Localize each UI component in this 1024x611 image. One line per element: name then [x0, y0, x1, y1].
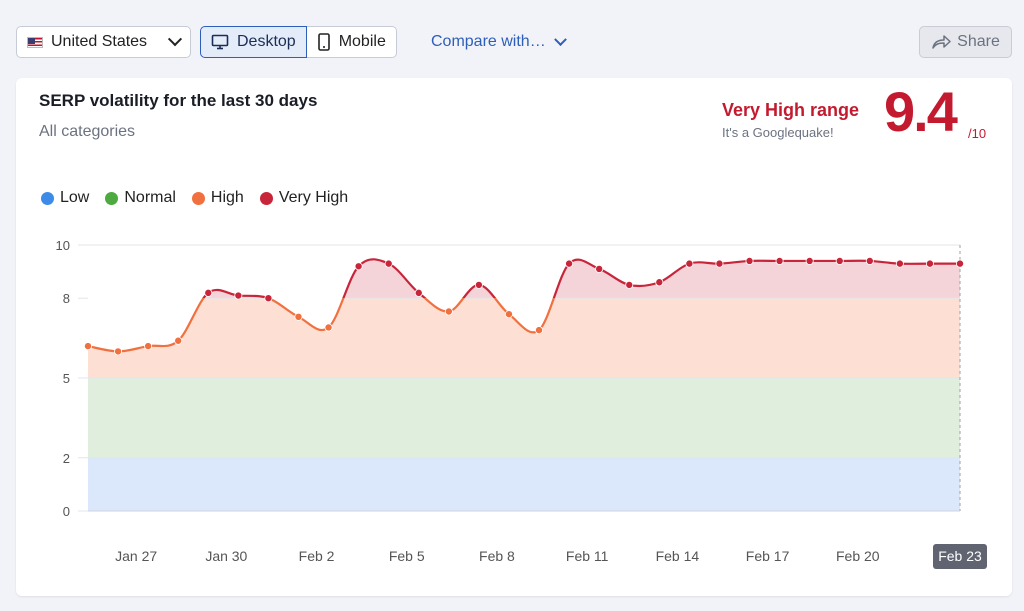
x-tick-label: Feb 14 [656, 548, 700, 564]
data-point [264, 294, 273, 303]
country-label: United States [51, 33, 148, 50]
score-max: /10 [968, 126, 987, 141]
desktop-label: Desktop [237, 33, 296, 50]
data-point [535, 326, 544, 335]
y-tick-label: 5 [63, 371, 70, 386]
x-tick-label: Feb 2 [299, 548, 335, 564]
country-select[interactable]: United States [16, 26, 191, 58]
desktop-icon [211, 34, 229, 50]
card-subtitle: All categories [39, 123, 136, 140]
data-point [444, 307, 453, 316]
data-point [204, 288, 213, 297]
data-point [956, 259, 965, 268]
mobile-label: Mobile [338, 33, 386, 50]
x-tick-label: Feb 8 [479, 548, 515, 564]
desktop-button[interactable]: Desktop [200, 26, 307, 58]
data-point [294, 312, 303, 321]
legend-item-high[interactable]: High [191, 189, 244, 207]
x-tick-label: Feb 20 [836, 548, 880, 564]
data-point [835, 256, 844, 265]
share-arrow-icon [932, 35, 951, 49]
data-point [865, 256, 874, 265]
data-point [895, 259, 904, 268]
data-point [234, 291, 243, 300]
data-point [595, 264, 604, 273]
data-point [925, 259, 934, 268]
x-tick-label: Feb 17 [746, 548, 790, 564]
x-tick-label: Jan 27 [115, 548, 157, 564]
x-tick-label: Feb 11 [566, 548, 609, 564]
data-point [775, 256, 784, 265]
range-note: It's a Googlequake! [722, 125, 834, 140]
legend-item-normal[interactable]: Normal [105, 189, 176, 207]
y-tick-label: 10 [56, 238, 70, 253]
us-flag-icon [27, 36, 43, 48]
data-point [805, 256, 814, 265]
data-point [414, 288, 423, 297]
data-point [504, 310, 513, 319]
legend-dot-very-high [259, 191, 273, 205]
y-tick-label: 8 [63, 291, 70, 306]
data-point [114, 347, 123, 356]
share-button[interactable]: Share [919, 26, 1012, 58]
legend-label-normal: Normal [124, 189, 176, 206]
device-toggle: Desktop Mobile [200, 26, 397, 58]
legend-item-very-high[interactable]: Very High [259, 189, 349, 207]
mobile-button[interactable]: Mobile [306, 26, 397, 58]
share-label: Share [957, 33, 1000, 50]
data-point [565, 259, 574, 268]
chart-legend: Low Normal High Very High [41, 189, 348, 207]
compare-dropdown[interactable]: Compare with… [431, 32, 567, 51]
x-tick-highlight [933, 544, 987, 569]
toolbar: United States Desktop Mobile Compare wit… [0, 0, 1024, 76]
legend-label-very-high: Very High [278, 189, 349, 206]
data-point [174, 336, 183, 345]
x-tick-label: Feb 5 [389, 548, 425, 564]
volatility-score: 9.4 [884, 80, 958, 143]
data-point [474, 280, 483, 289]
card-title: SERP volatility for the last 30 days [39, 91, 318, 110]
data-point [84, 342, 93, 351]
data-point [144, 342, 153, 351]
band-low [88, 457, 960, 511]
legend-item-low[interactable]: Low [41, 189, 89, 207]
y-tick-label: 2 [63, 451, 70, 466]
mobile-icon [317, 33, 330, 51]
data-point [354, 262, 363, 271]
data-point [655, 278, 664, 287]
legend-dot-low [41, 191, 54, 205]
data-point [324, 323, 333, 332]
data-point [384, 259, 393, 268]
x-tick-label: Jan 30 [205, 548, 247, 564]
data-point [625, 280, 634, 289]
x-tick-label: Feb 23 [938, 548, 982, 564]
legend-label-low: Low [60, 189, 90, 206]
compare-label: Compare with… [431, 33, 546, 50]
data-point [685, 259, 694, 268]
band-normal [88, 378, 960, 458]
y-tick-label: 0 [63, 504, 70, 519]
legend-dot-high [191, 191, 205, 205]
legend-label-high: High [210, 189, 244, 206]
data-point [745, 256, 754, 265]
area-mask [88, 241, 960, 352]
data-point [715, 259, 724, 268]
range-label: Very High range [722, 100, 860, 120]
legend-dot-normal [105, 191, 119, 205]
